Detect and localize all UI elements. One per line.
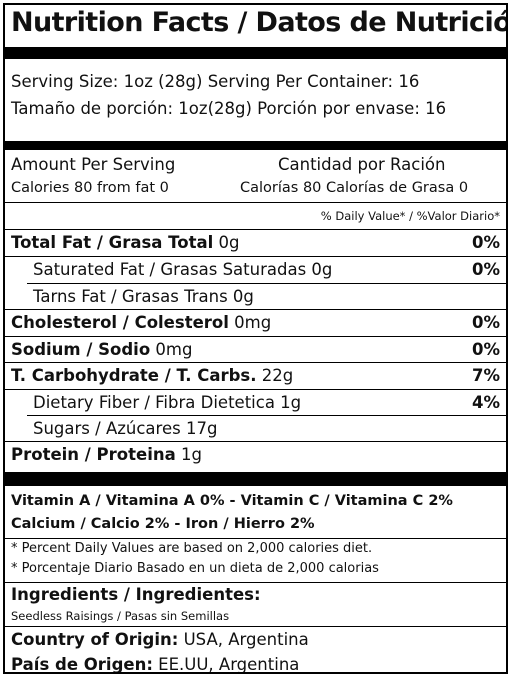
nutrient-dv: 0% [471, 313, 500, 332]
nutrient-name: Sugars / Azúcares 17g [33, 419, 218, 438]
divider [5, 202, 506, 203]
nutrient-dv: 7% [471, 366, 500, 385]
ingredients-heading: Ingredients / Ingredientes: [11, 585, 261, 604]
thick-divider [5, 472, 506, 486]
nutrient-dv: 4% [471, 393, 500, 412]
serving-line-es: Tamaño de porción: 1oz(28g) Porción por … [11, 99, 447, 118]
nutrient-dv: 0% [471, 260, 500, 279]
divider [5, 626, 506, 627]
nutrient-name: Protein / Proteina [11, 445, 176, 464]
nutrient-row: T. Carbohydrate / T. Carbs. 22g 7% [5, 363, 506, 389]
nutrient-row: Total Fat / Grasa Total 0g 0% [5, 230, 506, 256]
divider [27, 415, 506, 416]
amount-header-en: Amount Per Serving [11, 155, 176, 174]
origin-label-es: País de Origen: [11, 655, 153, 674]
nutrient-name: Tarns Fat / Grasas Trans 0g [33, 287, 254, 306]
thick-divider [5, 141, 506, 150]
nutrient-amount: 0mg [150, 340, 193, 359]
divider [5, 389, 506, 390]
vitamins-line-1: Vitamin A / Vitamina A 0% - Vitamin C / … [11, 493, 453, 509]
divider [27, 283, 506, 284]
nutrient-amount: 0mg [228, 313, 272, 332]
nutrient-row: Sodium / Sodio 0mg 0% [5, 337, 506, 363]
nutrient-row: Tarns Fat / Grasas Trans 0g [5, 284, 506, 310]
origin-value-es: EE.UU, Argentina [152, 655, 300, 674]
amount-header-es: Cantidad por Ración [278, 155, 446, 174]
origin-value-en: USA, Argentina [178, 630, 309, 649]
nutrient-dv: 0% [471, 340, 500, 359]
nutrient-row: Cholesterol / Colesterol 0mg 0% [5, 310, 506, 336]
calories-en: Calories 80 from fat 0 [11, 180, 169, 196]
country-of-origin-en: Country of Origin: USA, Argentina [11, 630, 309, 649]
nutrient-row: Protein / Proteina 1g [5, 442, 506, 468]
serving-line-en: Serving Size: 1oz (28g) Serving Per Cont… [11, 72, 420, 91]
divider [5, 229, 506, 230]
divider [5, 256, 506, 257]
label-title: Nutrition Facts / Datos de Nutrición [11, 7, 508, 38]
nutrient-row: Saturated Fat / Grasas Saturadas 0g 0% [5, 257, 506, 283]
calories-es: Calorías 80 Calorías de Grasa 0 [240, 180, 469, 196]
footnote-en: * Percent Daily Values are based on 2,00… [11, 541, 373, 556]
divider [5, 538, 506, 539]
divider [5, 441, 506, 442]
nutrient-amount: 1g [175, 445, 202, 464]
country-of-origin-es: País de Origen: EE.UU, Argentina [11, 655, 300, 674]
ingredients-text: Seedless Raisings / Pasas sin Semillas [11, 609, 230, 623]
nutrient-row: Dietary Fiber / Fibra Dietetica 1g 4% [5, 390, 506, 416]
nutrient-name: Cholesterol / Colesterol [11, 313, 229, 332]
nutrition-label: Nutrition Facts / Datos de Nutrición Ser… [3, 3, 508, 674]
daily-value-header: % Daily Value* / %Valor Diario* [320, 209, 500, 223]
divider [5, 309, 506, 310]
footnote-es: * Porcentaje Diario Basado en un dieta d… [11, 561, 379, 576]
thick-divider [5, 47, 506, 59]
nutrient-dv: 0% [471, 233, 500, 252]
nutrient-name: Sodium / Sodio [11, 340, 151, 359]
nutrient-amount: 22g [256, 366, 294, 385]
divider [5, 582, 506, 583]
nutrient-name: Total Fat / Grasa Total [11, 233, 214, 252]
nutrient-name: Saturated Fat / Grasas Saturadas 0g [33, 260, 333, 279]
divider [5, 336, 506, 337]
nutrient-row: Sugars / Azúcares 17g [5, 416, 506, 442]
nutrient-name: T. Carbohydrate / T. Carbs. [11, 366, 257, 385]
nutrient-amount: 0g [213, 233, 240, 252]
nutrient-name: Dietary Fiber / Fibra Dietetica 1g [33, 393, 302, 412]
vitamins-line-2: Calcium / Calcio 2% - Iron / Hierro 2% [11, 516, 315, 532]
divider [5, 362, 506, 363]
origin-label-en: Country of Origin: [11, 630, 179, 649]
